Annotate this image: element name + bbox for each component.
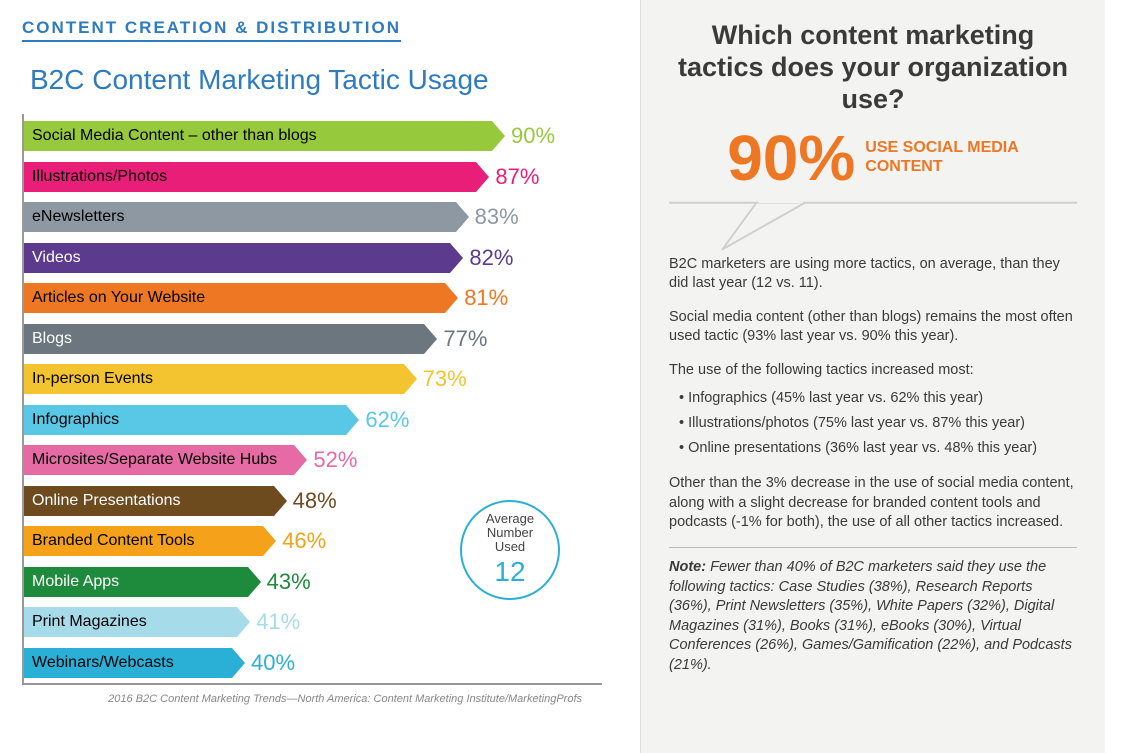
big-stat-label: USE SOCIAL MEDIACONTENT	[865, 139, 1019, 176]
bar-label: Webinars/Webcasts	[32, 654, 174, 672]
section-header: CONTENT CREATION & DISTRIBUTION	[22, 18, 401, 42]
paragraph-1: B2C marketers are using more tactics, on…	[669, 255, 1077, 294]
bar-value: 62%	[365, 407, 409, 433]
big-stat: 90% USE SOCIAL MEDIACONTENT	[669, 126, 1077, 190]
bullet-list: Infographics (45% last year vs. 62% this…	[669, 386, 1077, 460]
bar-value: 82%	[469, 245, 513, 271]
bar-row: Videos 82%	[24, 240, 602, 277]
bar-label: Print Magazines	[32, 613, 147, 631]
bar-row: In-person Events 73%	[24, 361, 602, 398]
bar-row: Microsites/Separate Website Hubs 52%	[24, 442, 602, 479]
bar-arrow-icon	[248, 567, 261, 597]
bar-value: 81%	[464, 285, 508, 311]
bar-arrow-icon	[424, 324, 437, 354]
bar-label: Infographics	[32, 411, 119, 429]
bar-value: 90%	[511, 123, 555, 149]
left-panel: CONTENT CREATION & DISTRIBUTION B2C Cont…	[22, 18, 602, 705]
bar-label: Mobile Apps	[32, 573, 119, 591]
bar-arrow-icon	[274, 486, 287, 516]
bar-value: 73%	[423, 366, 467, 392]
bar-row: Infographics 62%	[24, 402, 602, 439]
bar-row: Social Media Content – other than blogs 9…	[24, 118, 602, 155]
bar-value: 41%	[256, 609, 300, 635]
bar	[24, 243, 450, 273]
bar-label: Videos	[32, 249, 81, 267]
bar-label: Microsites/Separate Website Hubs	[32, 451, 277, 469]
bar-row: Print Magazines 41%	[24, 604, 602, 641]
bar-value: 87%	[495, 164, 539, 190]
bar-value: 46%	[282, 528, 326, 554]
bullet-item: Illustrations/photos (75% last year vs. …	[679, 411, 1077, 436]
average-number: 12	[494, 556, 525, 588]
bar-value: 48%	[293, 488, 337, 514]
bar-value: 52%	[313, 447, 357, 473]
average-label: AverageNumberUsed	[486, 512, 534, 555]
bar-arrow-icon	[404, 364, 417, 394]
bar-arrow-icon	[476, 162, 489, 192]
bar-arrow-icon	[263, 526, 276, 556]
bar-label: Social Media Content – other than blogs	[32, 127, 317, 145]
bar-arrow-icon	[456, 202, 469, 232]
citation: 2016 B2C Content Marketing Trends—North …	[22, 693, 582, 705]
note-text: Note: Fewer than 40% of B2C marketers sa…	[669, 558, 1077, 675]
right-panel: Which content marketing tactics does you…	[640, 0, 1105, 753]
question-heading: Which content marketing tactics does you…	[669, 20, 1077, 116]
chart-title: B2C Content Marketing Tactic Usage	[30, 64, 602, 96]
bar-arrow-icon	[294, 445, 307, 475]
bar-label: Illustrations/Photos	[32, 168, 167, 186]
bar-label: eNewsletters	[32, 208, 124, 226]
paragraph-4: Other than the 3% decrease in the use of…	[669, 474, 1077, 533]
bar	[24, 324, 424, 354]
bar-arrow-icon	[492, 121, 505, 151]
bar-label: Branded Content Tools	[32, 532, 194, 550]
bar-row: Webinars/Webcasts 40%	[24, 645, 602, 682]
bar-arrow-icon	[232, 648, 245, 678]
bar-label: Blogs	[32, 330, 72, 348]
bar-row: Illustrations/Photos 87%	[24, 159, 602, 196]
speech-tail-icon	[669, 200, 1077, 255]
big-percent: 90%	[727, 126, 855, 190]
bar-arrow-icon	[237, 607, 250, 637]
bar-value: 83%	[475, 204, 519, 230]
bar-value: 43%	[267, 569, 311, 595]
bar-value: 40%	[251, 650, 295, 676]
bar-value: 77%	[443, 326, 487, 352]
bar-row: eNewsletters 83%	[24, 199, 602, 236]
bar-row: Blogs 77%	[24, 321, 602, 358]
paragraph-3: The use of the following tactics increas…	[669, 361, 1077, 381]
bar-arrow-icon	[445, 283, 458, 313]
bar-label: In-person Events	[32, 370, 153, 388]
body-text: B2C marketers are using more tactics, on…	[669, 255, 1077, 676]
bar-row: Articles on Your Website 81%	[24, 280, 602, 317]
bar-label: Online Presentations	[32, 492, 181, 510]
bullet-item: Infographics (45% last year vs. 62% this…	[679, 386, 1077, 411]
bar-label: Articles on Your Website	[32, 289, 205, 307]
bar-arrow-icon	[450, 243, 463, 273]
bar-arrow-icon	[346, 405, 359, 435]
bullet-item: Online presentations (36% last year vs. …	[679, 436, 1077, 461]
note-divider	[669, 547, 1077, 548]
paragraph-2: Social media content (other than blogs) …	[669, 308, 1077, 347]
average-circle: AverageNumberUsed 12	[460, 500, 560, 600]
